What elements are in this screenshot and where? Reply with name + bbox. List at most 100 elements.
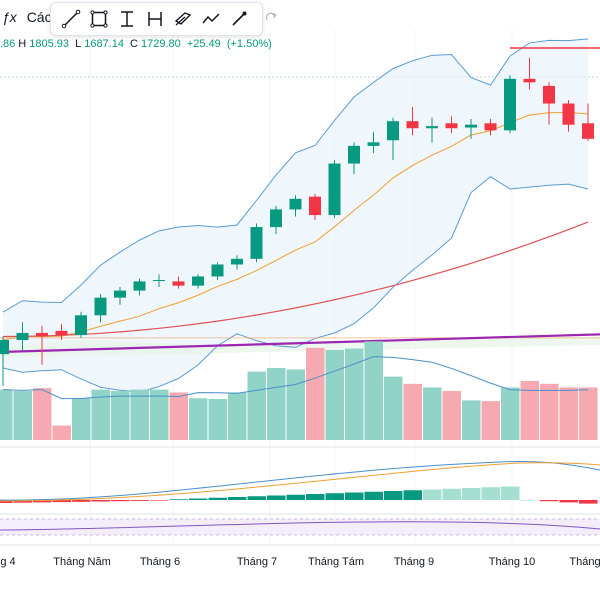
candle-body: [328, 163, 341, 216]
macd-histogram-bar: [306, 494, 325, 500]
change-percent: (+1.50%): [226, 38, 272, 50]
volume-bar: [189, 398, 208, 440]
macd-histogram-bar: [286, 494, 305, 500]
candle-body: [75, 315, 87, 336]
volume-bar: [169, 392, 188, 440]
macd-histogram-bar: [247, 496, 266, 500]
candle-body: [289, 198, 302, 210]
volume-bar: [52, 425, 71, 440]
candle-body: [543, 85, 555, 104]
low-value: 1687.14: [84, 38, 124, 50]
candle-body: [250, 227, 263, 259]
volume-bar: [462, 400, 481, 440]
candlestick-series[interactable]: [0, 47, 600, 386]
macd-histogram-bar: [325, 493, 344, 500]
volume-histogram: [0, 341, 598, 440]
drawing-toolbar: [50, 2, 263, 36]
candle-body: [55, 330, 68, 336]
volume-bar: [91, 389, 110, 440]
ma-long-line: [0, 333, 600, 354]
volume-bar: [13, 391, 32, 440]
ichimoku-cloud: [0, 336, 600, 358]
macd-histogram-bar: [403, 490, 422, 500]
candle-body: [270, 209, 282, 228]
macd-histogram-bar: [423, 489, 442, 500]
candle-body: [465, 124, 477, 128]
month-label: Tháng 7: [236, 556, 278, 568]
volume-bar: [345, 348, 364, 440]
macd-histogram-bar: [345, 492, 364, 500]
candle-body: [192, 276, 204, 286]
volume-bar: [150, 389, 169, 440]
volume-bar: [442, 391, 461, 440]
candle-body: [523, 78, 536, 83]
macd-histogram-bar: [111, 500, 130, 502]
volume-bar: [306, 347, 325, 440]
candle-body: [406, 121, 419, 129]
ma-mid-line: [2, 221, 589, 338]
candle-body: [426, 126, 438, 129]
volume-bar: [111, 391, 130, 440]
macd-histogram-bar: [364, 491, 383, 500]
macd-histogram-bar: [559, 500, 578, 503]
macd-histogram-bar: [0, 500, 13, 503]
macd-histogram-bar: [33, 500, 52, 503]
rectangle-icon[interactable]: [85, 5, 113, 33]
ohlc-legend: .86 H 1805.93 L 1687.14 C 1729.80 +25.49 (+1…: [0, 38, 275, 50]
month-label: Tháng Tám: [307, 556, 365, 568]
volume-ma-line: [2, 356, 589, 400]
indicators-label: Các: [26, 9, 52, 25]
candle-body: [309, 196, 321, 216]
parallel-channel-icon[interactable]: [169, 5, 197, 33]
volume-bar: [72, 398, 91, 440]
candle-body: [231, 258, 243, 265]
brush-icon[interactable]: [225, 5, 253, 33]
macd-histogram-bar: [384, 491, 403, 500]
candle-body: [504, 78, 516, 131]
candle-body: [16, 332, 29, 340]
high-value: 1805.93: [29, 38, 70, 50]
text-cursor-icon[interactable]: [113, 5, 141, 33]
volume-bar: [247, 371, 266, 440]
candle-body: [484, 123, 497, 131]
indicators-menu-button[interactable]: ƒx Các: [2, 9, 52, 25]
month-label: Tháng 6: [139, 556, 181, 568]
month-label: Tháng Năm: [53, 556, 111, 568]
path-icon[interactable]: [197, 5, 225, 33]
candle-body: [114, 290, 126, 298]
candle-body: [153, 280, 165, 281]
candle-body: [348, 145, 360, 164]
volume-bar: [325, 350, 344, 440]
volume-bar: [520, 380, 539, 440]
macd-pane: [0, 460, 600, 504]
moving-average-lines: [0, 38, 600, 393]
macd-histogram-bar: [520, 500, 539, 501]
rsi-line: [0, 521, 600, 531]
redo-icon[interactable]: [262, 8, 280, 26]
macd-histogram-bar: [501, 486, 520, 500]
candle-body: [367, 142, 380, 146]
low-label: L: [75, 38, 82, 50]
volume-bar: [384, 376, 403, 440]
macd-histogram-bar: [481, 487, 500, 500]
pane-separators: [0, 446, 600, 546]
candle-body: [36, 332, 48, 337]
candle-body: [94, 297, 107, 316]
trend-line-icon[interactable]: [57, 5, 85, 33]
measure-icon[interactable]: [141, 5, 169, 33]
volume-bar: [130, 389, 149, 440]
change-value: +25.49: [186, 38, 221, 50]
macd-signal-line: [0, 462, 600, 502]
macd-histogram-bar: [150, 500, 169, 501]
month-label: g 4: [0, 556, 16, 568]
macd-histogram-bar: [540, 500, 559, 502]
candle-body: [211, 264, 224, 277]
volume-bar: [540, 383, 559, 440]
macd-histogram-bar: [208, 497, 227, 500]
volume-bar: [423, 387, 442, 440]
volume-bar: [403, 383, 422, 440]
rsi-band: [0, 519, 600, 535]
bollinger-upper-line: [2, 38, 589, 313]
macd-histogram-bar: [267, 495, 286, 500]
